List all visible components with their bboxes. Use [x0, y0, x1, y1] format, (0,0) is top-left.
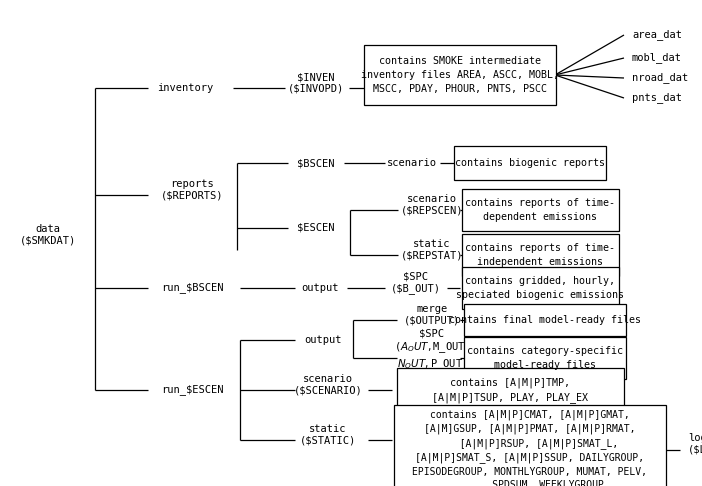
Text: reports
($REPORTS): reports ($REPORTS): [161, 179, 223, 201]
Text: contains reports of time-
independent emissions: contains reports of time- independent em…: [465, 243, 615, 267]
Text: output: output: [301, 283, 339, 293]
Text: pnts_dat: pnts_dat: [632, 92, 682, 104]
Text: mobl_dat: mobl_dat: [632, 52, 682, 64]
Text: nroad_dat: nroad_dat: [632, 72, 688, 84]
Text: scenario
($SCENARIO): scenario ($SCENARIO): [293, 374, 362, 396]
Text: contains gridded, hourly,
speciated biogenic emissions: contains gridded, hourly, speciated biog…: [456, 276, 624, 300]
Text: logs
($LOGS): logs ($LOGS): [688, 433, 702, 455]
FancyBboxPatch shape: [364, 45, 556, 105]
Text: $BSCEN: $BSCEN: [297, 158, 335, 168]
Text: contains category-specific
model-ready files: contains category-specific model-ready f…: [467, 346, 623, 370]
Text: contains biogenic reports: contains biogenic reports: [455, 158, 605, 168]
FancyBboxPatch shape: [397, 368, 623, 412]
Text: data
($SMKDAT): data ($SMKDAT): [20, 224, 76, 246]
Text: contains SMOKE intermediate
inventory files AREA, ASCC, MOBL,
MSCC, PDAY, PHOUR,: contains SMOKE intermediate inventory fi…: [361, 56, 559, 94]
FancyBboxPatch shape: [464, 337, 626, 379]
Text: run_$BSCEN: run_$BSCEN: [161, 282, 223, 294]
Text: area_dat: area_dat: [632, 30, 682, 40]
Text: scenario: scenario: [387, 158, 437, 168]
Text: static
($STATIC): static ($STATIC): [300, 424, 356, 446]
Text: output: output: [304, 335, 342, 345]
FancyBboxPatch shape: [461, 234, 618, 276]
Text: static
($REPSTAT): static ($REPSTAT): [401, 239, 463, 261]
Text: merge
($OUTPUT): merge ($OUTPUT): [404, 304, 460, 326]
Text: inventory: inventory: [157, 83, 213, 93]
Text: $SPC
($A_OUT, $M_OUT,
$N_OUT, $P_OUT): $SPC ($A_OUT, $M_OUT, $N_OUT, $P_OUT): [395, 328, 470, 372]
Text: run_$ESCEN: run_$ESCEN: [161, 384, 223, 396]
FancyBboxPatch shape: [464, 304, 626, 336]
Text: $SPC
($B_OUT): $SPC ($B_OUT): [391, 272, 441, 294]
Text: $INVEN
($INVOPD): $INVEN ($INVOPD): [288, 72, 344, 94]
Text: scenario
($REPSCEN): scenario ($REPSCEN): [401, 194, 463, 216]
Text: contains [A|M|P]TMP,
[A|M|P]TSUP, PLAY, PLAY_EX: contains [A|M|P]TMP, [A|M|P]TSUP, PLAY, …: [432, 378, 588, 402]
Text: $ESCEN: $ESCEN: [297, 223, 335, 233]
FancyBboxPatch shape: [394, 405, 666, 486]
FancyBboxPatch shape: [461, 267, 618, 309]
Text: contains reports of time-
dependent emissions: contains reports of time- dependent emis…: [465, 198, 615, 222]
FancyBboxPatch shape: [461, 189, 618, 231]
Text: contains final model-ready files: contains final model-ready files: [449, 315, 641, 325]
FancyBboxPatch shape: [454, 146, 606, 180]
Text: contains [A|M|P]CMAT, [A|M|P]GMAT,
[A|M]GSUP, [A|M|P]PMAT, [A|M|P]RMAT,
   [A|M|: contains [A|M|P]CMAT, [A|M|P]GMAT, [A|M]…: [413, 410, 647, 486]
